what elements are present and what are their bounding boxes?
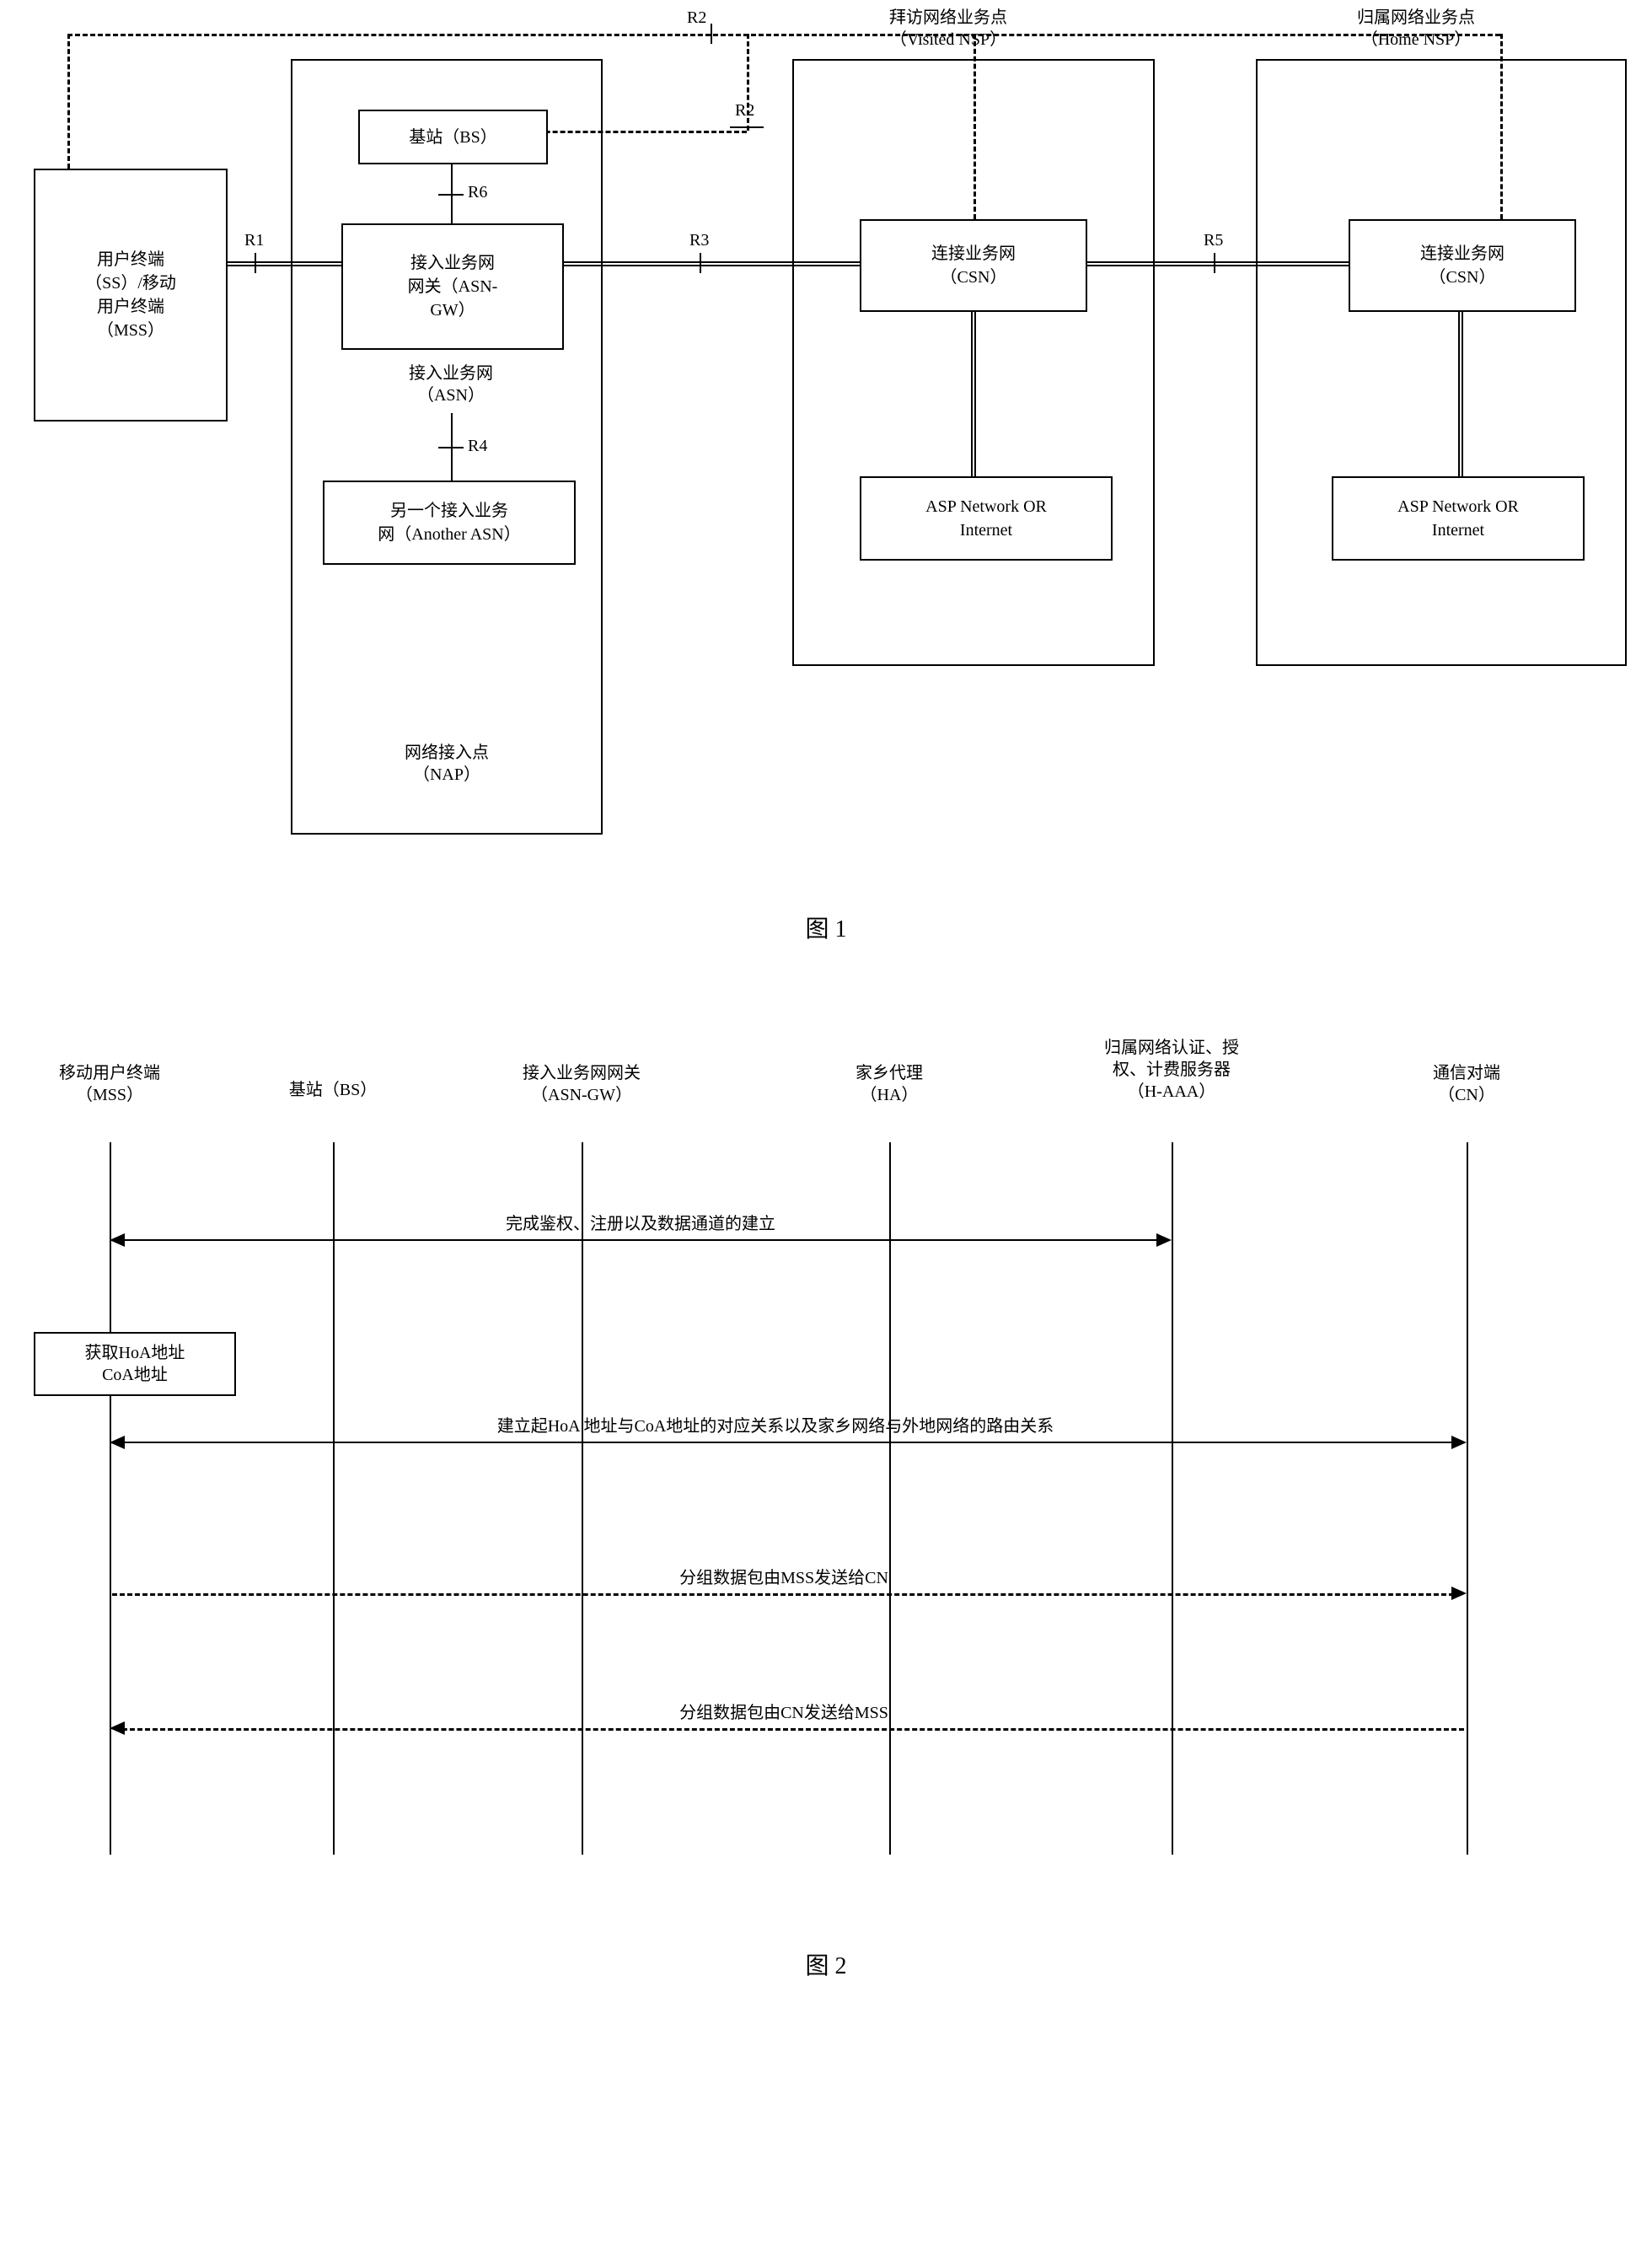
r2-label-mid: R2	[735, 99, 754, 121]
home-nsp-outer	[1256, 59, 1627, 666]
csn-home-box: 连接业务网 （CSN）	[1349, 219, 1576, 312]
msg1-line	[112, 1239, 1169, 1241]
msg1-label: 完成鉴权、注册以及数据通道的建立	[337, 1210, 944, 1234]
msg2-arrow-l	[110, 1436, 125, 1449]
r3-line	[564, 261, 860, 266]
lifeline-asn-gw	[582, 1142, 583, 1855]
nap-label: 网络接入点 （NAP）	[362, 742, 531, 786]
bs-box: 基站（BS）	[358, 110, 548, 164]
ss-mss-box: 用户终端 （SS）/移动 用户终端 （MSS）	[34, 169, 228, 422]
r3-label: R3	[689, 229, 709, 251]
r2-label-top: R2	[687, 7, 706, 29]
msg2-label: 建立起HoA 地址与CoA地址的对应关系以及家乡网络与外地网络的路由关系	[228, 1412, 1323, 1436]
r5-label: R5	[1204, 229, 1223, 251]
figure-2-caption: 图 2	[0, 1947, 1652, 1981]
r2-dashed-left	[67, 34, 70, 169]
msg4-label: 分组数据包由CN发送给MSS	[480, 1699, 1087, 1723]
actor-asn-gw: 接入业务网网关 （ASN-GW）	[489, 1062, 674, 1106]
csn-asp-h-dbl	[1458, 312, 1463, 476]
r2-mid-down	[747, 34, 749, 131]
home-nsp-label: 归属网络业务点 （Home NSP）	[1311, 7, 1521, 51]
msg2-line	[112, 1442, 1464, 1443]
msg1-arrow-r	[1156, 1233, 1172, 1247]
actor-cn: 通信对端 （CN）	[1374, 1062, 1559, 1106]
actor-bs: 基站（BS）	[240, 1079, 426, 1101]
lifeline-bs	[333, 1142, 335, 1855]
msg1-arrow-l	[110, 1233, 125, 1247]
another-asn-box: 另一个接入业务 网（Another ASN）	[323, 481, 576, 565]
r4-label: R4	[468, 435, 487, 457]
actor-mss: 移动用户终端 （MSS）	[17, 1062, 202, 1106]
r5-tick	[1214, 253, 1215, 273]
r3-tick	[700, 253, 701, 273]
lifeline-haaa	[1172, 1142, 1173, 1855]
actor-haaa: 归属网络认证、授 权、计费服务器 （H-AAA）	[1079, 1037, 1264, 1103]
csn-visited-box: 连接业务网 （CSN）	[860, 219, 1087, 312]
lifeline-ha	[889, 1142, 891, 1855]
r2-tick-top	[711, 24, 712, 44]
msg3-label: 分组数据包由MSS发送给CN	[480, 1564, 1087, 1588]
r1-line	[228, 261, 341, 266]
r2-dashed-top	[67, 34, 1500, 36]
r1-tick	[255, 253, 256, 273]
figure-1-caption: 图 1	[0, 910, 1652, 944]
msg4-line	[122, 1728, 1464, 1731]
r6-tick	[438, 194, 464, 196]
r4-tick	[438, 447, 464, 448]
msg4-arrow-l	[110, 1721, 125, 1735]
asn-label: 接入业务网 （ASN）	[367, 362, 535, 406]
lifeline-mss	[110, 1142, 111, 1855]
msg2-arrow-r	[1451, 1436, 1467, 1449]
hoa-coa-box: 获取HoA地址 CoA地址	[34, 1332, 236, 1396]
visited-nsp-label: 拜访网络业务点 （Visited NSP）	[843, 7, 1054, 51]
asp-visited-box: ASP Network OR Internet	[860, 476, 1113, 561]
msg3-arrow-r	[1451, 1587, 1467, 1600]
r6-label: R6	[468, 181, 487, 203]
asn-gw-box: 接入业务网 网关（ASN- GW）	[341, 223, 564, 350]
r5-line	[1087, 261, 1349, 266]
figure-1-diagram: R2 R2 拜访网络业务点 （Visited NSP） 归属网络业务点 （Hom…	[0, 0, 1652, 885]
actor-ha: 家乡代理 （HA）	[796, 1062, 982, 1106]
figure-2-sequence: 移动用户终端 （MSS） 基站（BS） 接入业务网网关 （ASN-GW） 家乡代…	[0, 995, 1652, 1922]
asp-home-box: ASP Network OR Internet	[1332, 476, 1585, 561]
msg3-line	[112, 1593, 1454, 1596]
r1-label: R1	[244, 229, 264, 251]
csn-asp-v-dbl	[971, 312, 976, 476]
lifeline-cn	[1467, 1142, 1468, 1855]
